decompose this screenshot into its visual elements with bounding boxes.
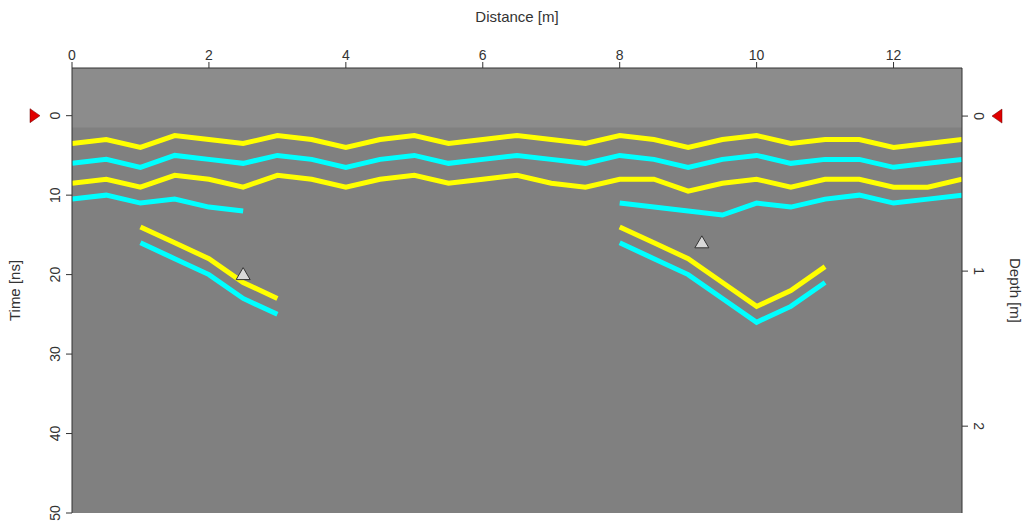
- svg-text:10: 10: [47, 187, 63, 203]
- svg-text:1: 1: [971, 267, 987, 275]
- svg-text:30: 30: [47, 346, 63, 362]
- svg-text:40: 40: [47, 426, 63, 442]
- svg-text:50: 50: [47, 505, 63, 521]
- svg-text:4: 4: [342, 47, 350, 63]
- svg-text:0: 0: [971, 112, 987, 120]
- html-text:Distance [m]: Distance [m]: [475, 8, 559, 25]
- svg-text:2: 2: [971, 422, 987, 430]
- svg-text:0: 0: [47, 112, 63, 120]
- svg-text:8: 8: [616, 47, 624, 63]
- svg-text:10: 10: [749, 47, 765, 63]
- svg-text:12: 12: [886, 47, 902, 63]
- svg-text:0: 0: [68, 47, 76, 63]
- svg-text:Time [ns]: Time [ns]: [6, 260, 23, 321]
- svg-text:6: 6: [479, 47, 487, 63]
- svg-text:20: 20: [47, 267, 63, 283]
- svg-text:2: 2: [205, 47, 213, 63]
- svg-text:Depth [m]: Depth [m]: [1007, 258, 1024, 323]
